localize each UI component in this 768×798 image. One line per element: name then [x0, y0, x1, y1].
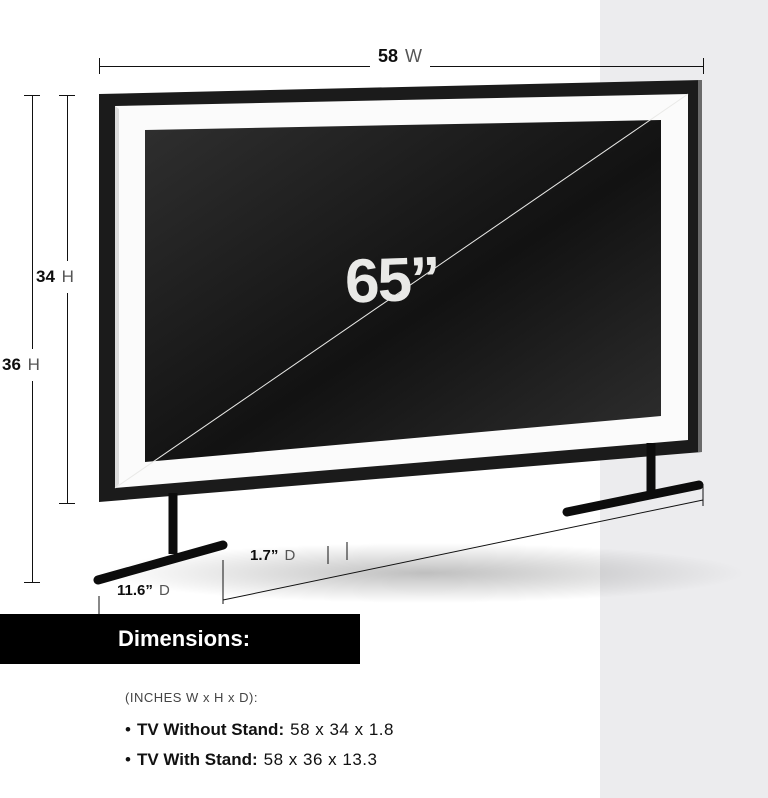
dim-h36-value: 36	[2, 355, 21, 374]
dim-width-label: 58 W	[370, 46, 430, 67]
dim-tv-depth-label: 1.7” D	[250, 547, 295, 564]
tv-diagonal-value: 65”	[344, 244, 440, 316]
dim-h36-label: 36 H	[2, 349, 40, 381]
spec-label: TV With Stand:	[137, 745, 258, 775]
dim-stand-depth-value: 11.6”	[117, 582, 153, 599]
tv-diagram: 65”	[95, 80, 715, 510]
dim-width-value: 58	[378, 46, 398, 66]
spec-list: • TV Without Stand: 58 x 34 x 1.8 • TV W…	[125, 715, 394, 775]
dim-width-cap-right	[703, 58, 704, 74]
tv-shadow	[95, 80, 768, 640]
inches-note: (INCHES W x H x D):	[125, 690, 258, 705]
dim-h34-unit: H	[62, 267, 74, 286]
tv-diagonal-label: 65”	[344, 243, 440, 317]
dim-h36-cap-bot	[24, 582, 40, 583]
dim-h34-cap-top	[59, 95, 75, 96]
dim-h34-cap-bot	[59, 503, 75, 504]
dim-h34-line	[67, 95, 68, 503]
dim-width-unit: W	[405, 46, 422, 66]
bullet-icon: •	[125, 745, 131, 775]
spec-label: TV Without Stand:	[137, 715, 284, 745]
spec-row: • TV With Stand: 58 x 36 x 13.3	[125, 745, 394, 775]
dimensions-heading: Dimensions:	[0, 614, 360, 664]
bullet-icon: •	[125, 715, 131, 745]
dim-h34-value: 34	[36, 267, 55, 286]
spec-row: • TV Without Stand: 58 x 34 x 1.8	[125, 715, 394, 745]
dim-tv-depth-value: 1.7”	[250, 547, 278, 564]
dim-stand-depth-label: 11.6” D	[117, 582, 170, 599]
spec-value: 58 x 36 x 13.3	[264, 745, 378, 775]
dim-h36-line	[32, 95, 33, 582]
dimensions-heading-text: Dimensions:	[118, 626, 250, 651]
dim-stand-depth-unit: D	[159, 582, 170, 599]
dim-h36-unit: H	[28, 355, 40, 374]
spec-value: 58 x 34 x 1.8	[290, 715, 394, 745]
dim-tv-depth-unit: D	[285, 547, 296, 564]
dim-h34-label: 34 H	[36, 261, 74, 293]
dim-width-cap-left	[99, 58, 100, 74]
dim-h36-cap-top	[24, 95, 40, 96]
